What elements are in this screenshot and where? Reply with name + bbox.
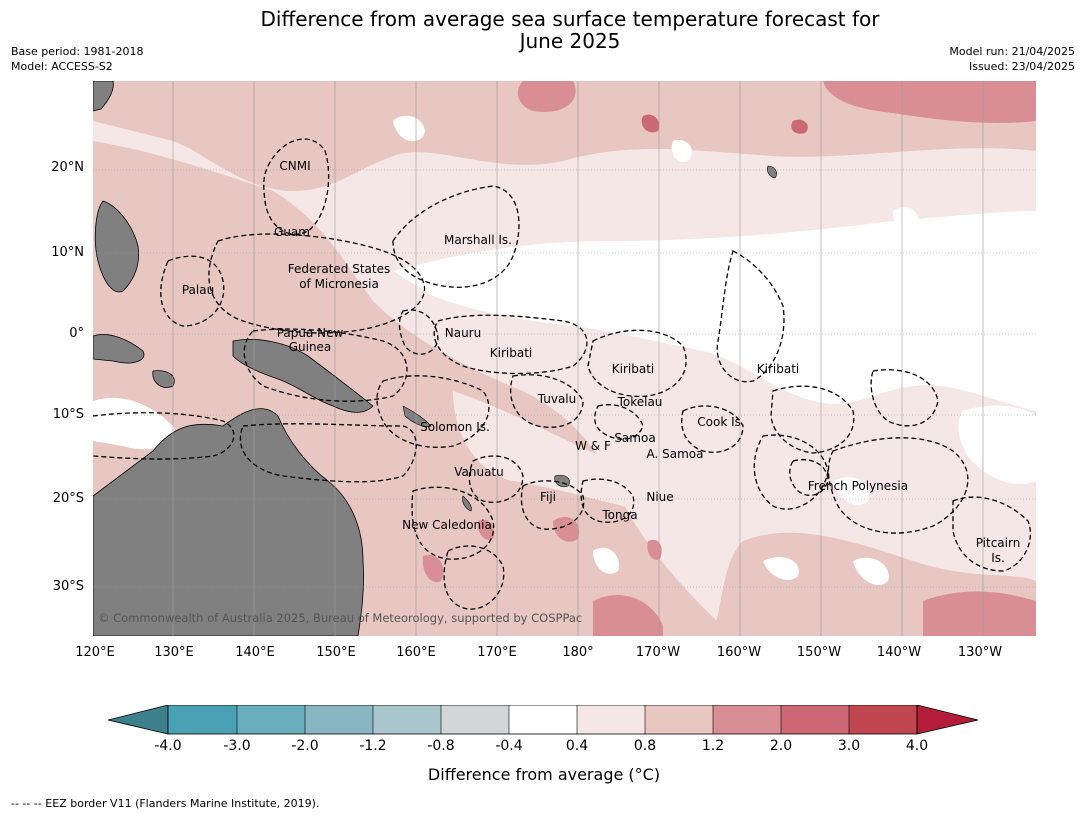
cbar-tick-3: -2.0 <box>291 738 319 754</box>
meta-right: Model run: 21/04/2025 Issued: 23/04/2025 <box>949 44 1075 74</box>
label-guam: Guam <box>274 225 310 239</box>
lon-label-180: 180° <box>562 645 594 660</box>
colorbar-seg-1 <box>168 705 237 734</box>
label-pitcairn-2: Is. <box>991 551 1005 565</box>
lon-label-170e: 170°E <box>477 645 517 660</box>
cbar-tick-7: 0.4 <box>565 738 589 754</box>
label-kiribati-east: Kiribati <box>757 362 799 376</box>
label-tokelau: Tokelau <box>617 395 663 409</box>
colorbar-seg-6 <box>509 705 577 734</box>
map-graticule <box>93 81 1036 636</box>
lon-label-150w: 150°W <box>796 645 842 660</box>
cbar-tick-4: -1.2 <box>359 738 387 754</box>
colorbar-seg-3 <box>305 705 373 734</box>
eez-borders <box>93 138 1032 610</box>
lon-label-150e: 150°E <box>316 645 356 660</box>
label-cnmi: CNMI <box>279 159 310 173</box>
label-new-caledonia: New Caledonia <box>402 518 492 532</box>
map-title: Difference from average sea surface temp… <box>200 8 940 52</box>
lon-label-140e: 140°E <box>235 645 275 660</box>
colorbar-seg-9 <box>713 705 781 734</box>
cbar-tick-11: 3.0 <box>837 738 861 754</box>
label-french-polynesia: French Polynesia <box>808 479 908 493</box>
colorbar-high-extend <box>916 704 979 735</box>
label-fsm-2: of Micronesia <box>299 277 379 291</box>
label-kiribati-central: Kiribati <box>612 362 654 376</box>
label-marshall: Marshall Is. <box>444 233 512 247</box>
label-american-samoa: A. Samoa <box>647 447 704 461</box>
label-png-2: Guinea <box>289 340 332 354</box>
lat-label-20s: 20°S <box>52 491 84 506</box>
issued-date: Issued: 23/04/2025 <box>968 60 1075 73</box>
cbar-tick-1: -4.0 <box>154 738 182 754</box>
lon-label-160e: 160°E <box>396 645 436 660</box>
label-tonga: Tonga <box>601 508 637 522</box>
label-samoa: Samoa <box>614 431 655 445</box>
model-run: Model run: 21/04/2025 <box>949 45 1075 58</box>
lon-label-120e: 120°E <box>75 645 115 660</box>
cbar-tick-12: 4.0 <box>905 738 929 754</box>
lon-label-130w: 130°W <box>957 645 1003 660</box>
label-pitcairn-1: Pitcairn <box>976 536 1021 550</box>
anomaly-north-band <box>93 81 1036 191</box>
map-canvas: © Commonwealth of Australia 2025, Bureau… <box>93 81 1036 636</box>
land-hawaii <box>767 165 777 179</box>
label-fiji: Fiji <box>540 490 556 504</box>
label-niue: Niue <box>646 490 673 504</box>
colorbar-low-extend <box>107 704 169 735</box>
title-line-1: Difference from average sea surface temp… <box>260 7 880 31</box>
colorbar-seg-2 <box>237 705 305 734</box>
eez-footnote: -- -- -- EEZ border V11 (Flanders Marine… <box>11 797 320 810</box>
lat-label-30s: 30°S <box>52 579 84 594</box>
meta-left: Base period: 1981-2018 Model: ACCESS-S2 <box>11 44 143 74</box>
colorbar-seg-11 <box>849 705 917 734</box>
label-nauru: Nauru <box>445 326 481 340</box>
cbar-tick-10: 2.0 <box>769 738 793 754</box>
lon-label-130e: 130°E <box>154 645 194 660</box>
colorbar-seg-10 <box>781 705 849 734</box>
sst-map: © Commonwealth of Australia 2025, Bureau… <box>93 81 1036 636</box>
anomaly-equatorial-neutral <box>393 211 1036 411</box>
cbar-tick-9: 1.2 <box>701 738 725 754</box>
colorbar-label: Difference from average (°C) <box>427 765 661 784</box>
label-wallis-futuna: W & F <box>575 439 611 453</box>
land-new-guinea <box>232 338 374 413</box>
label-vanuatu: Vanuatu <box>454 465 504 479</box>
colorbar-seg-7 <box>577 705 645 734</box>
label-cook: Cook Is. <box>697 415 744 429</box>
lon-label-160w: 160°W <box>716 645 762 660</box>
cbar-tick-2: -3.0 <box>223 738 251 754</box>
region-labels: CNMI Guam Marshall Is. Federated States … <box>182 159 1020 565</box>
cbar-tick-6: -0.4 <box>495 738 523 754</box>
colorbar-seg-5 <box>441 705 509 734</box>
colorbar-seg-8 <box>645 705 713 734</box>
land-philippines <box>94 200 140 293</box>
colorbar <box>107 704 980 741</box>
label-fsm-1: Federated States <box>288 262 390 276</box>
label-png-1: Papua New <box>277 326 344 340</box>
copyright-text: © Commonwealth of Australia 2025, Bureau… <box>98 611 582 625</box>
label-solomon: Solomon Is. <box>420 420 490 434</box>
title-line-2: June 2025 <box>519 29 621 53</box>
model-name: Model: ACCESS-S2 <box>11 60 113 73</box>
lat-label-10s: 10°S <box>52 407 84 422</box>
lat-label-10n: 10°N <box>51 245 84 260</box>
land-australia <box>93 408 364 636</box>
lat-label-20n: 20°N <box>51 160 84 175</box>
cbar-tick-5: -0.8 <box>427 738 455 754</box>
lat-label-0: 0° <box>69 326 84 341</box>
base-period: Base period: 1981-2018 <box>11 45 144 58</box>
label-tuvalu: Tuvalu <box>537 392 577 406</box>
colorbar-seg-4 <box>373 705 441 734</box>
lon-label-140w: 140°W <box>876 645 922 660</box>
cbar-tick-8: 0.8 <box>633 738 657 754</box>
label-palau: Palau <box>182 283 214 297</box>
lon-label-170w: 170°W <box>635 645 681 660</box>
label-kiribati-west: Kiribati <box>490 346 532 360</box>
